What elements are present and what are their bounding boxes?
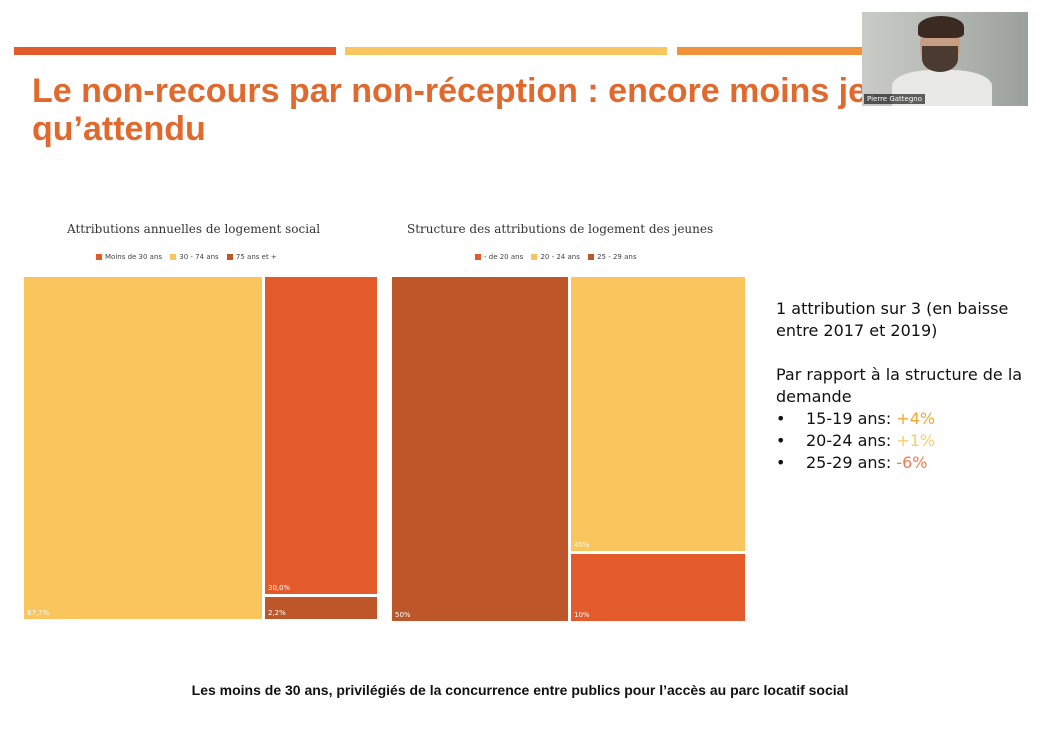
treemap-tile: 30,0% <box>265 277 377 594</box>
data-label: 10% <box>574 611 590 619</box>
treemap-tile: 2,2% <box>265 597 377 619</box>
side-text: 1 attribution sur 3 (en baisse entre 201… <box>776 298 1026 474</box>
list-item: • 20-24 ans: +1% <box>776 431 936 450</box>
legend-item: 20 - 24 ans <box>531 253 580 261</box>
webcam-thumbnail[interactable]: Pierre Gattegno <box>862 12 1028 106</box>
chart-2-legend: - de 20 ans 20 - 24 ans 25 - 29 ans <box>475 253 642 261</box>
list-item: • 15-19 ans: +4% <box>776 409 936 428</box>
chart-1-legend: Moins de 30 ans 30 - 74 ans 75 ans et + <box>96 253 283 261</box>
treemap-tile: 40% <box>571 277 745 551</box>
data-label: 2,2% <box>268 609 286 617</box>
chart-1-title: Attributions annuelles de logement socia… <box>67 222 321 236</box>
data-label: 67,7% <box>27 609 50 617</box>
legend-item: 25 - 29 ans <box>588 253 636 261</box>
accent-bar-orange <box>14 47 336 55</box>
treemap-tile: 10% <box>571 554 745 621</box>
chart-2-title: Structure des attributions de logement d… <box>407 222 714 236</box>
treemap-tile: 50% <box>392 277 568 621</box>
legend-item: Moins de 30 ans <box>96 253 162 261</box>
side-line-1: 1 attribution sur 3 (en baisse entre 201… <box>776 299 1009 340</box>
data-label: 30,0% <box>268 584 291 592</box>
participant-name: Pierre Gattegno <box>864 94 926 104</box>
variation-list: • 15-19 ans: +4% • 20-24 ans: +1% • 25-29 a… <box>776 408 1026 474</box>
legend-item: - de 20 ans <box>475 253 523 261</box>
accent-bar-light-orange <box>677 47 867 55</box>
slide-footer-caption: Les moins de 30 ans, privilégiés de la c… <box>191 682 849 698</box>
treemap-tile: 67,7% <box>24 277 262 619</box>
legend-item: 30 - 74 ans <box>170 253 219 261</box>
side-line-2: Par rapport à la structure de la demande <box>776 365 1023 406</box>
data-label: 50% <box>395 611 411 619</box>
accent-bar-yellow <box>345 47 667 55</box>
slide-title: Le non-recours par non-réception : encor… <box>32 72 928 148</box>
legend-item: 75 ans et + <box>226 253 277 261</box>
data-label: 40% <box>574 541 590 549</box>
list-item: • 25-29 ans: -6% <box>776 453 928 472</box>
